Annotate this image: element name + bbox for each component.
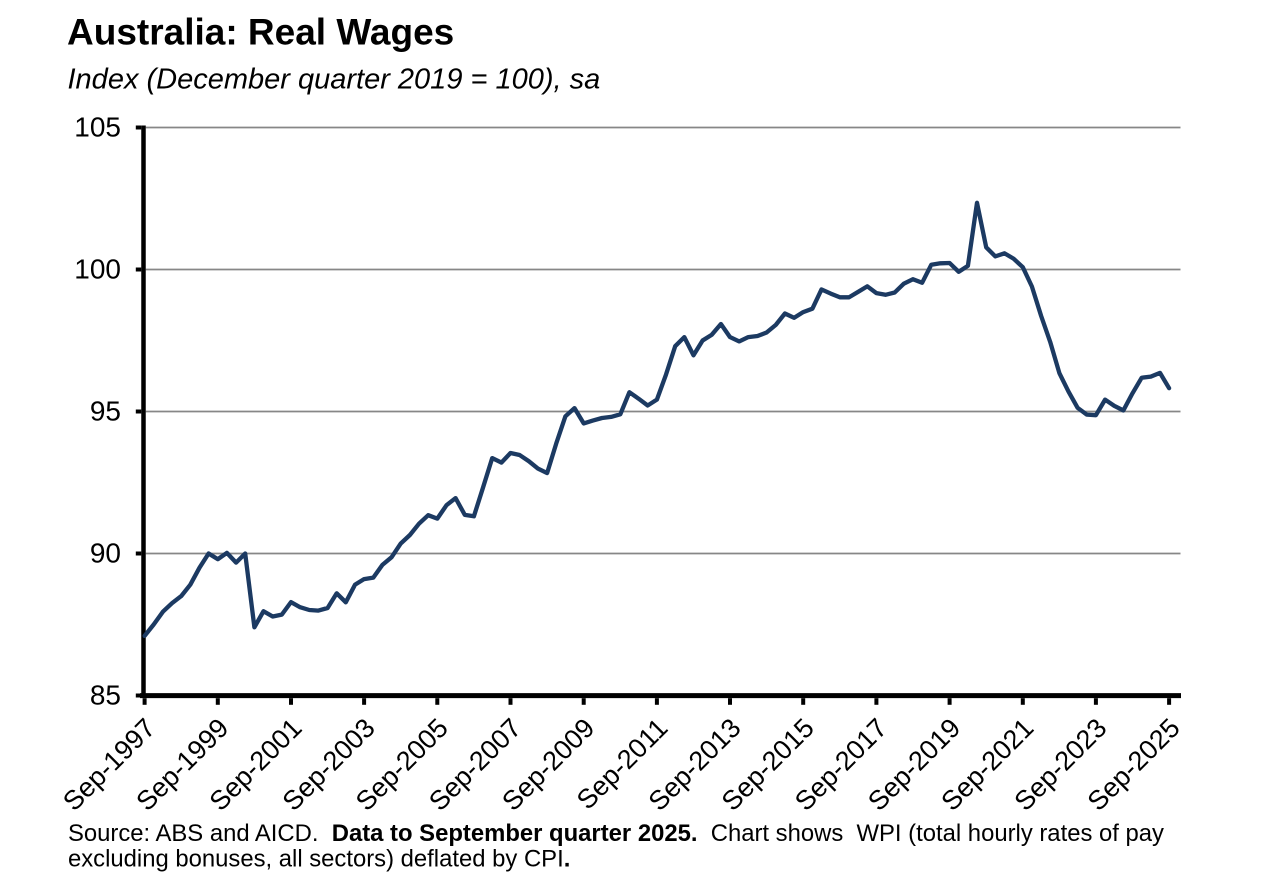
svg-text:Australia: Real Wages: Australia: Real Wages: [67, 11, 454, 52]
svg-text:Source: ABS and AICD. Data to: Source: ABS and AICD. Data to September …: [68, 820, 1164, 847]
svg-text:100: 100: [74, 254, 121, 285]
svg-text:105: 105: [74, 112, 121, 143]
svg-text:Index (December quarter 2019 =: Index (December quarter 2019 = 100), sa: [68, 63, 601, 95]
svg-text:85: 85: [90, 680, 121, 711]
svg-text:excluding bonuses, all sectors: excluding bonuses, all sectors) deflated…: [68, 845, 570, 872]
svg-text:95: 95: [90, 396, 121, 427]
svg-text:90: 90: [90, 538, 121, 569]
